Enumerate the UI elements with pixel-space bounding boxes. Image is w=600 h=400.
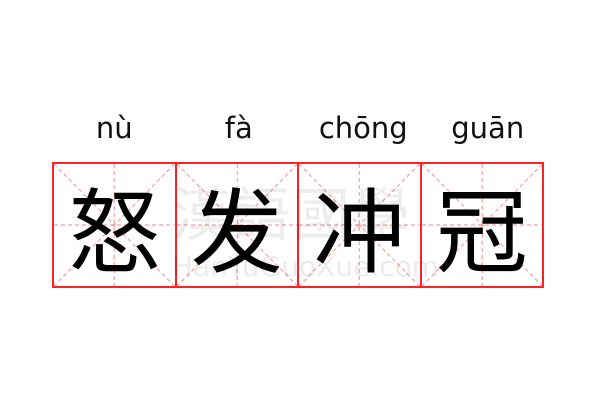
- diagonal-guide: [422, 164, 543, 286]
- pinyin-3: chōng: [318, 111, 408, 145]
- character-3: 冲: [313, 179, 406, 287]
- character-cell: 怒: [52, 162, 177, 288]
- character-2: 发: [190, 179, 283, 287]
- diagonal-guide: [299, 164, 420, 286]
- grid-guides: [422, 164, 543, 286]
- pinyin-2: fà: [224, 111, 253, 145]
- character-1: 怒: [68, 179, 161, 287]
- pinyin-row: nù fà chōng guān: [52, 108, 550, 148]
- pinyin-4: guān: [451, 111, 525, 145]
- grid-guides: [177, 164, 298, 286]
- pinyin-1: nù: [95, 111, 133, 145]
- character-cell: 冠: [419, 162, 544, 288]
- grid-guides: [299, 164, 420, 286]
- character-4: 冠: [435, 179, 528, 287]
- character-cell: 发: [174, 162, 299, 288]
- diagonal-guide: [54, 164, 175, 286]
- diagonal-guide: [177, 164, 298, 286]
- grid-guides: [54, 164, 175, 286]
- character-grid: 怒 发 冲 冠: [52, 162, 550, 288]
- character-cell: 冲: [297, 162, 422, 288]
